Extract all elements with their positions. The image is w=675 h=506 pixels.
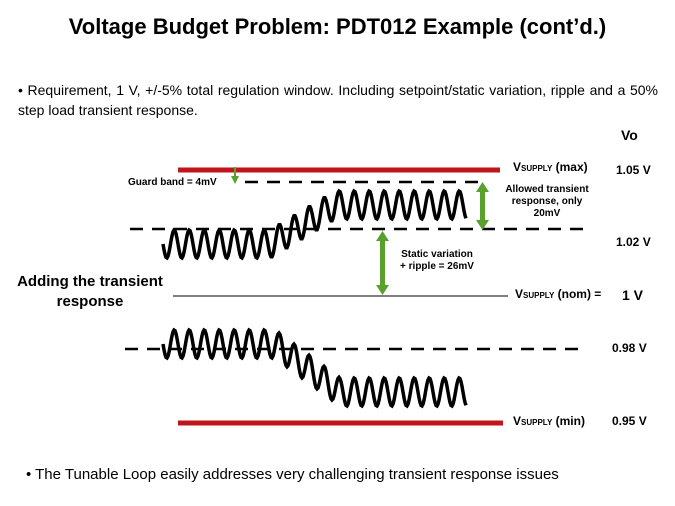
vsupply-min-suffix: (min): [552, 414, 585, 428]
rising-transient-wave: [161, 188, 468, 261]
section-label-line-1: Adding the transient: [17, 273, 163, 290]
vsupply-max-label: VSUPPLY (max): [513, 160, 588, 174]
vsupply-nom-label: VSUPPLY (nom) =: [515, 287, 601, 301]
static-variation-arrow: [376, 231, 389, 295]
guard-band-label: Guard band = 4mV: [128, 177, 217, 188]
vsupply-min-v: V: [513, 414, 522, 428]
value-1-00: 1 V: [622, 287, 644, 303]
section-label-line-2: response: [56, 293, 124, 310]
guard-band-arrow: [231, 167, 239, 184]
allowed-transient-line-3: 20mV: [533, 208, 561, 219]
vsupply-max-v: V: [513, 160, 522, 174]
allowed-transient-line-2: response, only: [511, 196, 583, 207]
vsupply-nom-v: V: [515, 287, 524, 301]
value-1-02: 1.02 V: [616, 235, 651, 249]
value-0-95: 0.95 V: [612, 414, 647, 428]
value-1-05: 1.05 V: [616, 163, 651, 177]
vsupply-max-sub: SUPPLY: [521, 164, 553, 173]
vsupply-max-suffix: (max): [552, 160, 588, 174]
tunable-loop-bullet: • The Tunable Loop easily addresses very…: [26, 466, 559, 483]
value-0-98: 0.98 V: [612, 341, 647, 355]
vsupply-nom-sub: SUPPLY: [523, 291, 555, 300]
static-variation-line-1: Static variation: [401, 249, 473, 260]
falling-transient-wave: [161, 327, 468, 409]
allowed-transient-arrow: [476, 182, 489, 230]
static-variation-line-2: + ripple = 26mV: [400, 261, 474, 272]
slide-title: Voltage Budget Problem: PDT012 Example (…: [68, 14, 607, 39]
vsupply-min-sub: SUPPLY: [521, 418, 553, 427]
vsupply-nom-suffix: (nom) =: [554, 287, 602, 301]
vo-header: Vo: [621, 127, 638, 143]
vsupply-min-label: VSUPPLY (min): [513, 414, 585, 428]
static-variation-label: Static variation + ripple = 26mV: [392, 249, 482, 273]
section-label: Adding the transient response: [0, 272, 180, 312]
allowed-transient-label: Allowed transient response, only 20mV: [492, 184, 602, 220]
allowed-transient-line-1: Allowed transient: [505, 184, 589, 195]
requirement-bullet: • Requirement, 1 V, +/-5% total regulati…: [18, 82, 658, 118]
